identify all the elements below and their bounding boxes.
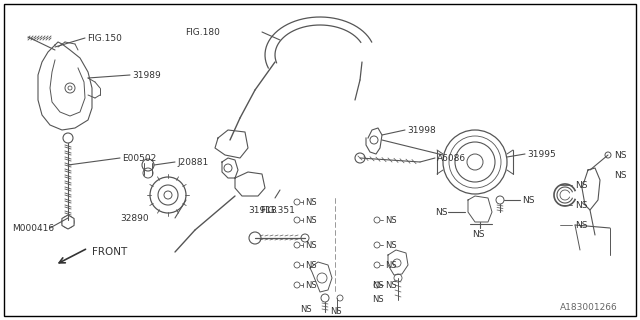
Text: FIG.150: FIG.150: [87, 34, 122, 43]
Text: NS: NS: [385, 215, 397, 225]
Text: NS: NS: [330, 308, 342, 316]
Text: NS: NS: [300, 306, 312, 315]
Text: NS: NS: [575, 220, 588, 229]
Text: 31918: 31918: [248, 205, 276, 214]
Text: NS: NS: [372, 281, 383, 290]
Text: NS: NS: [575, 201, 588, 210]
Text: NS: NS: [305, 281, 317, 290]
Text: M000416: M000416: [12, 223, 54, 233]
Text: NS: NS: [305, 215, 317, 225]
Text: NS: NS: [305, 241, 317, 250]
Text: 31989: 31989: [132, 70, 161, 79]
Text: NS: NS: [614, 150, 627, 159]
Text: NS: NS: [575, 180, 588, 189]
Text: NS: NS: [472, 229, 484, 238]
Text: NS: NS: [614, 171, 627, 180]
Text: NS: NS: [385, 281, 397, 290]
Text: NS: NS: [305, 260, 317, 269]
Text: A6086: A6086: [437, 154, 466, 163]
Text: NS: NS: [435, 207, 447, 217]
Text: NS: NS: [385, 241, 397, 250]
Text: NS: NS: [372, 295, 383, 305]
Text: 31998: 31998: [407, 125, 436, 134]
Text: 31995: 31995: [527, 149, 556, 158]
Text: NS: NS: [522, 196, 534, 204]
Text: J20881: J20881: [177, 157, 208, 166]
Text: FIG.351: FIG.351: [260, 205, 295, 214]
Text: A183001266: A183001266: [560, 303, 618, 313]
Text: FRONT: FRONT: [92, 247, 127, 257]
Text: 32890: 32890: [120, 213, 148, 222]
Text: NS: NS: [305, 197, 317, 206]
Text: FIG.180: FIG.180: [185, 28, 220, 36]
Text: E00502: E00502: [122, 154, 156, 163]
Text: NS: NS: [385, 260, 397, 269]
